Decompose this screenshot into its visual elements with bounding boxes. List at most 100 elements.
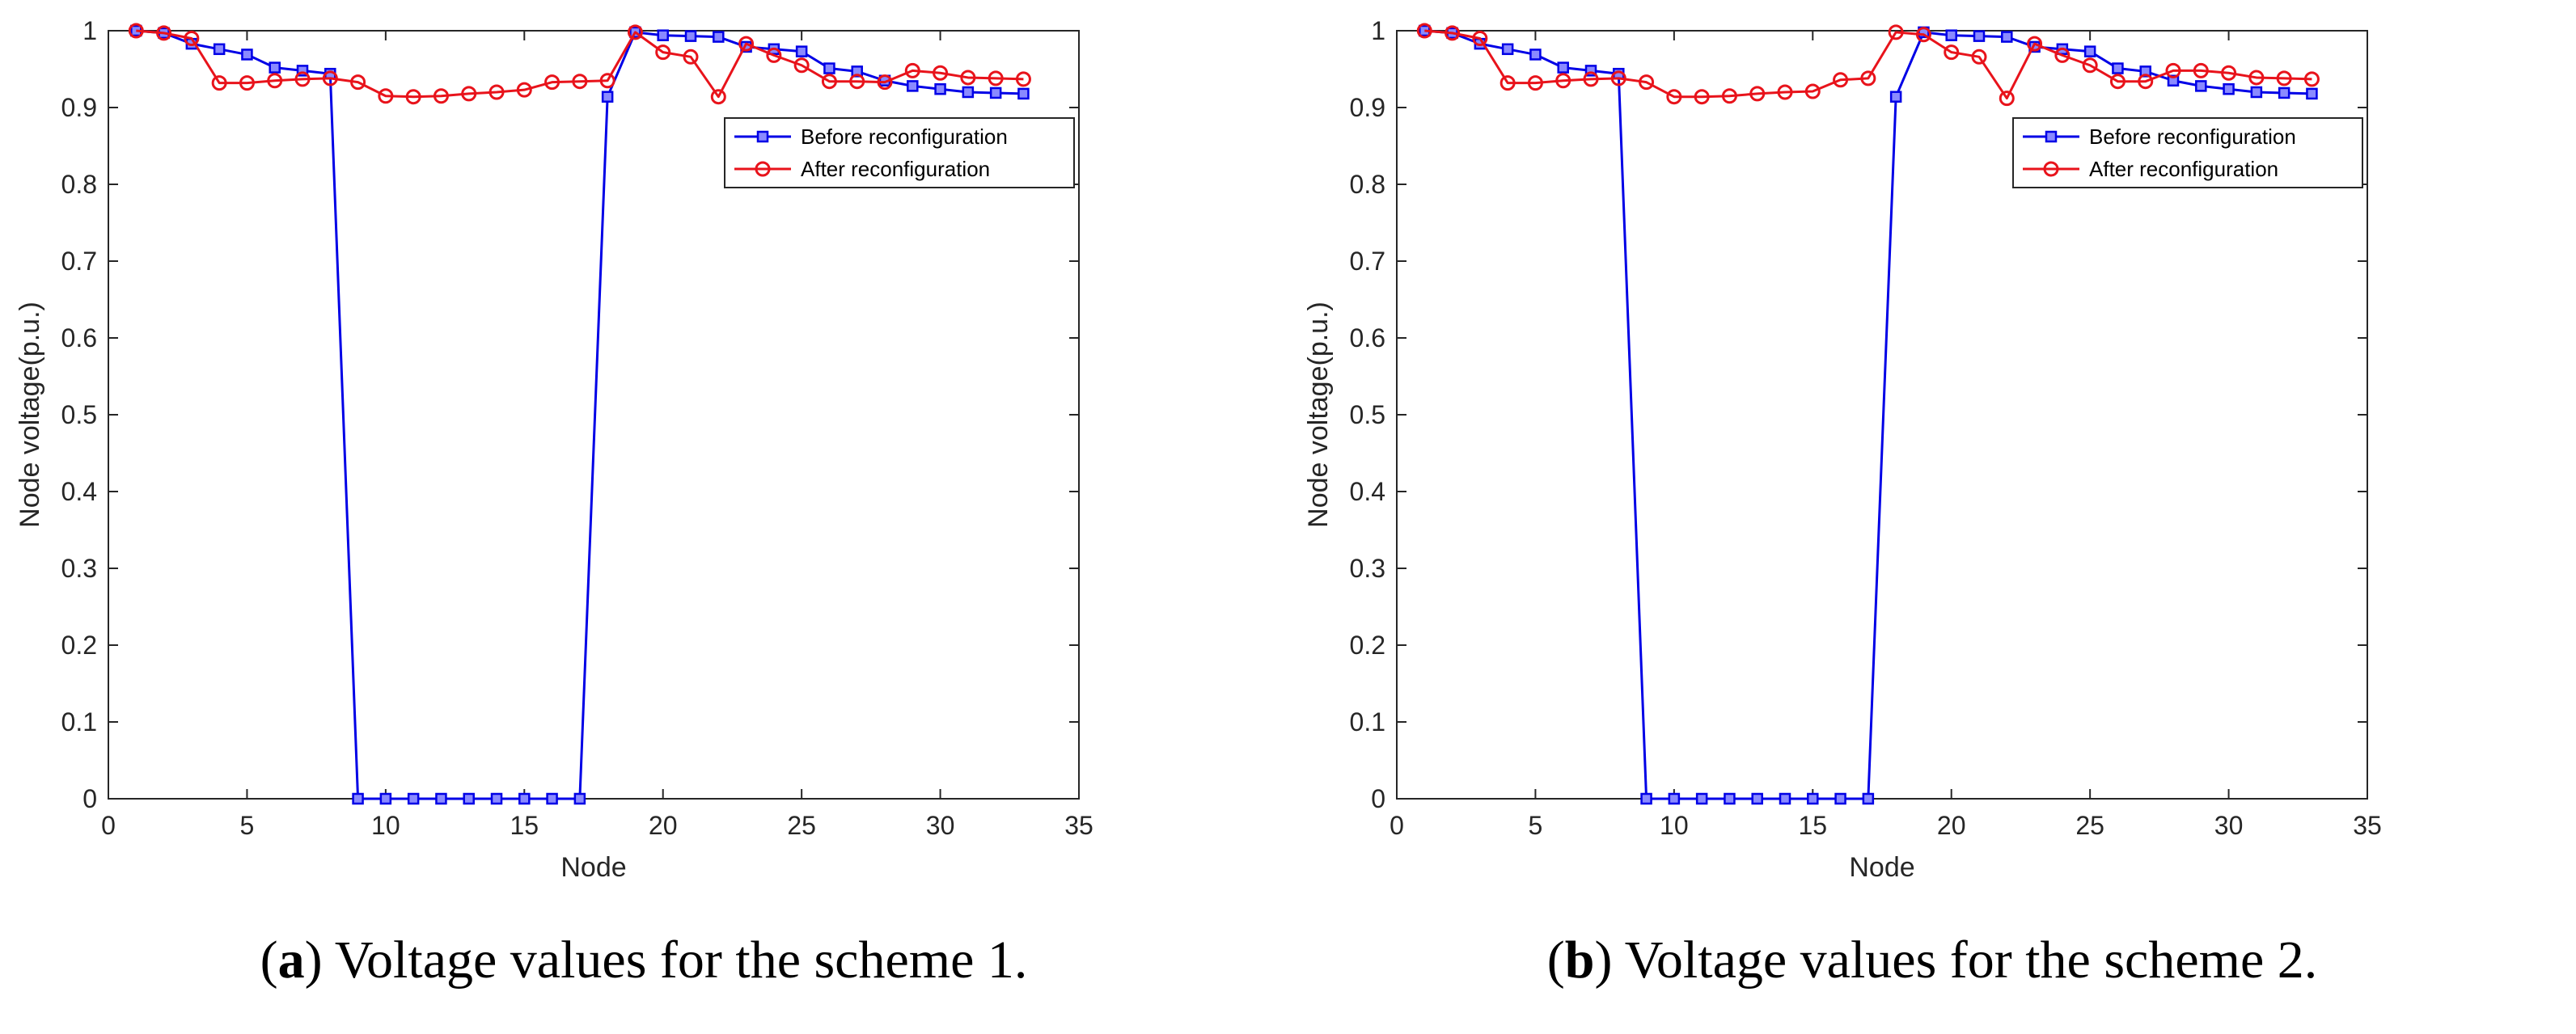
data-point-after <box>2193 62 2209 78</box>
data-point-before <box>1695 792 1708 805</box>
data-point-before <box>1889 91 1902 103</box>
data-point-after <box>156 25 172 41</box>
data-point-after <box>2165 62 2181 78</box>
data-point-after <box>1694 89 1710 105</box>
data-point-after <box>378 88 394 104</box>
caption-text: Voltage values for the scheme 1. <box>334 931 1028 990</box>
data-point-after <box>1833 72 1849 88</box>
data-point-before <box>1640 792 1652 805</box>
data-point-after <box>1499 75 1516 91</box>
data-point-before <box>934 82 946 95</box>
data-point-before <box>241 49 253 61</box>
data-point-before <box>1751 792 1763 805</box>
voltage-chart-scheme-1: 0 5 10 15 20 25 30 35 0 0.1 0.2 0.3 0.4 0.5 0.6 0.7 0.8 0… <box>15 16 1093 883</box>
data-point-after <box>433 88 449 104</box>
data-point-before <box>1779 792 1791 805</box>
data-point-after <box>877 74 893 91</box>
y-axis-title: Node voltage(p.u.) <box>15 302 45 528</box>
data-point-after <box>2248 70 2265 86</box>
x-tick-label: 10 <box>371 811 400 840</box>
legend-box <box>724 117 1075 188</box>
data-point-before <box>2167 74 2180 87</box>
data-point-after <box>2276 70 2292 87</box>
data-point-after <box>516 82 532 98</box>
data-point-after <box>738 36 755 52</box>
data-point-before <box>1973 30 1986 42</box>
data-point-after <box>211 75 227 91</box>
data-point-after <box>933 65 949 81</box>
y-tick-label: 1 <box>1371 16 1385 45</box>
y-tick-label: 0.7 <box>61 247 97 276</box>
x-tick-label: 30 <box>2214 811 2244 840</box>
data-point-after <box>184 31 200 46</box>
x-tick-label: 30 <box>926 811 955 840</box>
y-tick-label: 0.4 <box>61 477 97 506</box>
data-point-after <box>821 74 837 90</box>
x-tick-label: 10 <box>1660 811 1689 840</box>
y-tick-label: 0.7 <box>1350 247 1385 276</box>
legend-marker <box>2045 130 2058 143</box>
y-tick-label: 0.6 <box>1350 323 1385 352</box>
legend-marker <box>756 130 769 143</box>
data-point-before <box>2278 87 2290 99</box>
data-point-after <box>988 70 1004 87</box>
legend-label: After reconfiguration <box>2089 157 2278 181</box>
data-point-after <box>849 74 865 90</box>
data-point-after <box>405 89 421 105</box>
y-tick-label: 1 <box>82 16 97 45</box>
y-tick-label: 0.5 <box>61 400 97 429</box>
legend-label: Before reconfiguration <box>801 125 1008 149</box>
x-axis-title: Node <box>560 852 626 883</box>
legend-label: After reconfiguration <box>801 157 990 181</box>
data-point-before <box>851 65 863 78</box>
caption-label: b <box>1564 931 1595 990</box>
data-point-before <box>962 86 975 99</box>
data-point-before <box>1501 43 1514 56</box>
data-point-after <box>1583 71 1599 87</box>
data-point-before <box>352 792 364 805</box>
data-point-after <box>2138 74 2154 90</box>
data-point-before <box>2195 80 2207 92</box>
data-point-after <box>2027 36 2043 52</box>
y-axis-title: Node voltage(p.u.) <box>1303 302 1334 528</box>
y-tick-label: 0.8 <box>61 170 97 199</box>
caption-scheme-2: (b) Voltage values for the scheme 2. <box>1546 931 2318 990</box>
data-point-before <box>213 43 226 56</box>
data-point-after <box>683 49 699 65</box>
x-tick-label: 5 <box>1529 811 1543 840</box>
data-point-after <box>294 71 311 87</box>
data-point-after <box>1777 84 1793 100</box>
data-point-after <box>1527 75 1543 91</box>
legend-box <box>2012 117 2363 188</box>
y-tick-label: 0.4 <box>1350 477 1385 506</box>
data-point-after <box>2303 71 2320 87</box>
data-point-after <box>793 57 810 74</box>
y-tick-label: 0.6 <box>61 323 97 352</box>
x-tick-label: 15 <box>510 811 539 840</box>
data-point-after <box>655 44 671 61</box>
x-tick-label: 0 <box>1390 811 1404 840</box>
data-point-after <box>1639 74 1655 91</box>
data-point-before <box>1529 49 1542 61</box>
y-tick-label: 0 <box>1371 784 1385 813</box>
data-point-before <box>2223 82 2235 95</box>
data-point-after <box>1944 44 1960 61</box>
y-tick-label: 0.3 <box>61 554 97 583</box>
x-tick-label: 25 <box>2075 811 2104 840</box>
x-tick-label: 35 <box>2353 811 2382 840</box>
data-point-after <box>2221 65 2237 81</box>
y-tick-label: 0.1 <box>61 707 97 736</box>
data-point-before <box>1945 29 1957 41</box>
data-point-before <box>269 61 281 74</box>
data-point-after <box>1915 27 1931 43</box>
data-point-before <box>1668 792 1681 805</box>
data-point-before <box>546 792 558 805</box>
x-tick-label: 15 <box>1798 811 1827 840</box>
data-point-before <box>823 62 835 74</box>
data-point-after <box>239 75 255 91</box>
data-point-after <box>1971 49 1987 65</box>
data-point-before <box>657 29 669 41</box>
chart-panel-scheme-1: 0 5 10 15 20 25 30 35 0 0.1 0.2 0.3 0.4 0.5 0.6 0.7 0.8 0… <box>15 16 1093 990</box>
y-tick-label: 0.5 <box>1350 400 1385 429</box>
data-point-after <box>2109 74 2126 90</box>
